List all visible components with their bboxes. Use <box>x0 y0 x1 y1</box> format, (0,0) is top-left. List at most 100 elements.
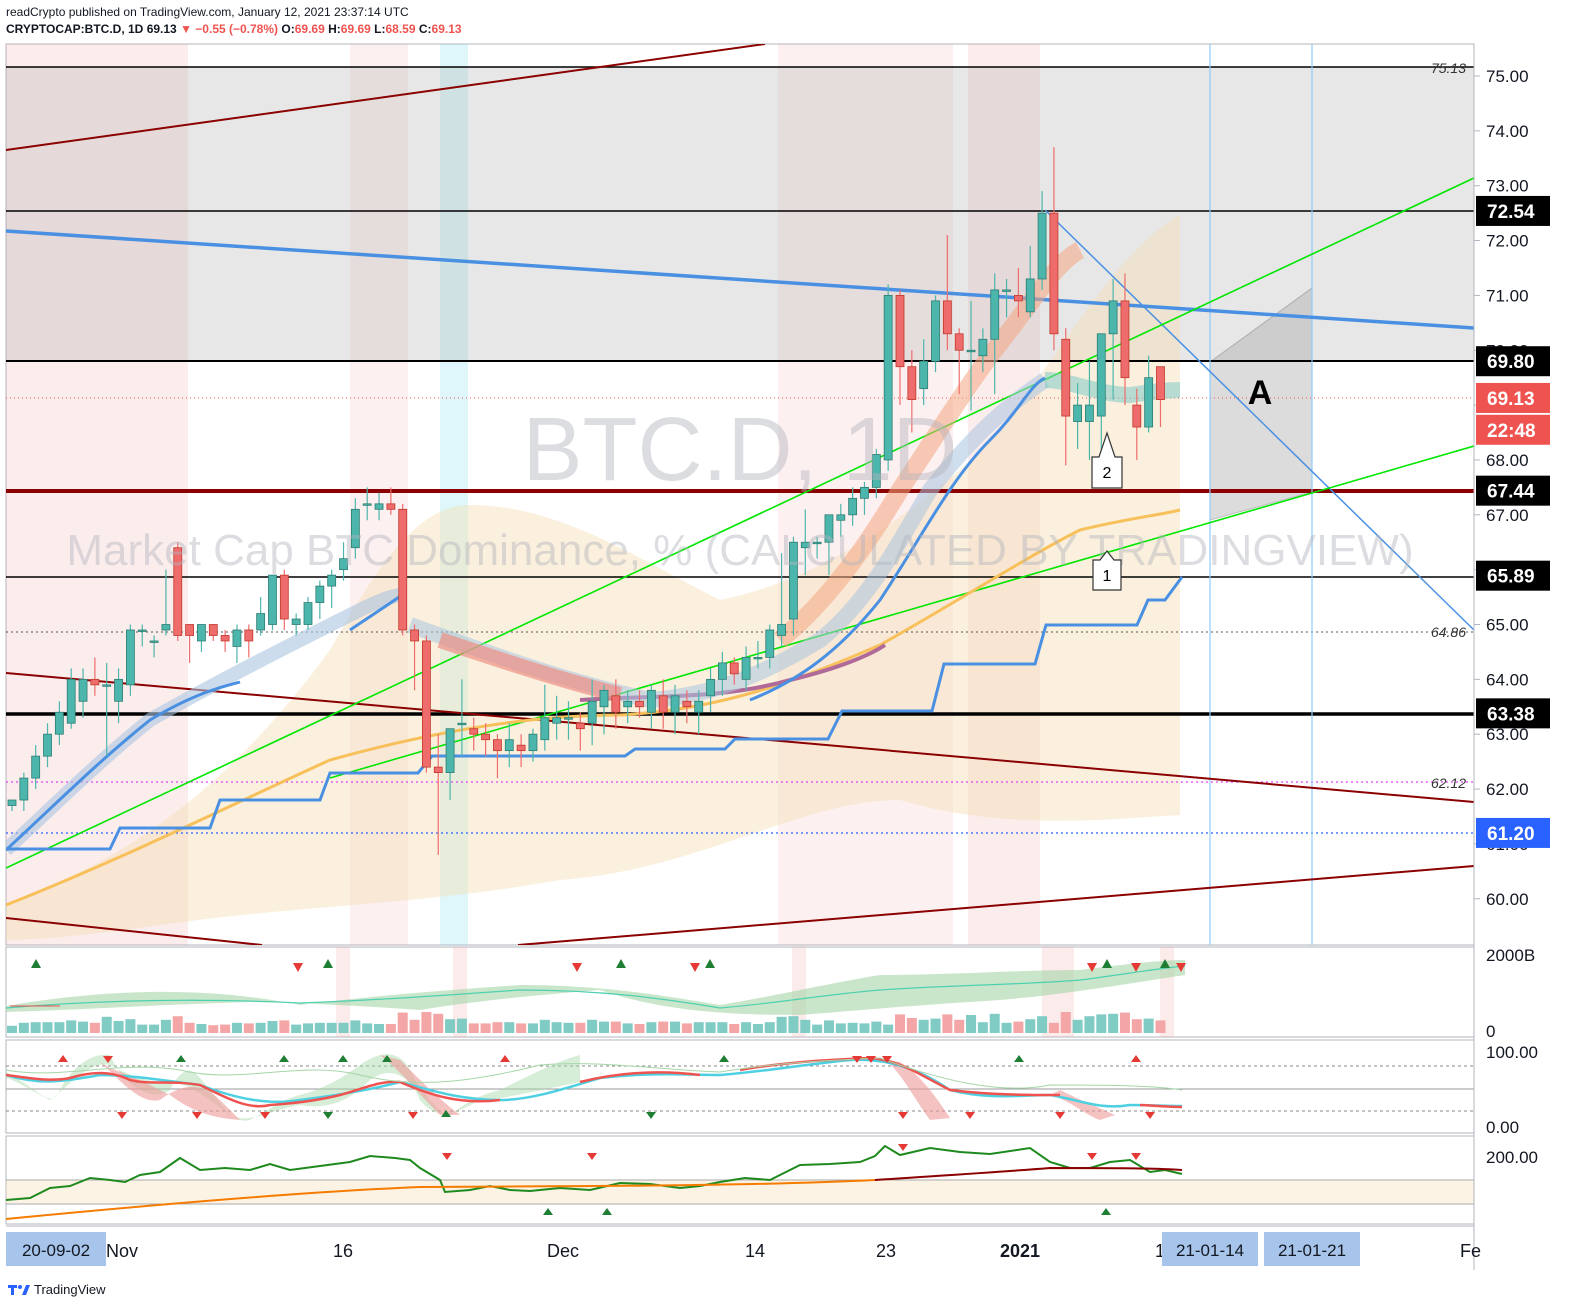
candle-body[interactable] <box>789 541 798 620</box>
candle-body[interactable] <box>493 739 502 752</box>
candle-body[interactable] <box>78 678 88 702</box>
candle-body[interactable] <box>907 366 917 401</box>
candle-body[interactable] <box>919 360 929 390</box>
candle-body[interactable] <box>1061 338 1071 417</box>
candle-body[interactable] <box>137 629 147 632</box>
candle-body[interactable] <box>19 777 29 801</box>
candle-body[interactable] <box>54 711 64 735</box>
candle-body[interactable] <box>729 662 739 675</box>
candle-body[interactable] <box>741 657 751 680</box>
candle-body[interactable] <box>1002 289 1011 292</box>
candle-body[interactable] <box>197 624 206 642</box>
candle-body[interactable] <box>279 574 289 620</box>
plot-area[interactable] <box>5 43 1475 946</box>
candle-body[interactable] <box>635 700 644 708</box>
candle-body[interactable] <box>942 300 952 335</box>
candle-body[interactable] <box>1120 300 1130 379</box>
tradingview-logo-icon[interactable] <box>8 1283 30 1297</box>
candle-body[interactable] <box>575 722 585 730</box>
candle-body[interactable] <box>800 541 810 549</box>
candle-body[interactable] <box>978 338 988 357</box>
candle-body[interactable] <box>149 640 159 643</box>
candle-body[interactable] <box>706 678 715 697</box>
candle-body[interactable] <box>303 602 313 625</box>
candle-body[interactable] <box>374 503 384 510</box>
candle-body[interactable] <box>516 744 526 752</box>
volume-panel[interactable]: 2000B 0 <box>5 946 1535 1041</box>
candle-body[interactable] <box>220 635 230 642</box>
candle-body[interactable] <box>718 662 727 680</box>
publisher-name[interactable]: readCrypto <box>6 5 66 19</box>
candle-body[interactable] <box>173 547 183 636</box>
candle-body[interactable] <box>66 678 76 724</box>
candle-body[interactable] <box>256 613 266 631</box>
candle-body[interactable] <box>1049 212 1059 335</box>
candle-body[interactable] <box>931 300 940 362</box>
candle-body[interactable] <box>1014 294 1023 302</box>
candle-body[interactable] <box>1156 366 1165 401</box>
candle-body[interactable] <box>232 629 242 647</box>
candle-body[interactable] <box>611 695 621 713</box>
candle-body[interactable] <box>824 514 834 543</box>
candle-body[interactable] <box>1073 404 1082 422</box>
candle-body[interactable] <box>753 657 763 660</box>
candle-body[interactable] <box>990 289 1000 340</box>
candle-body[interactable] <box>860 486 869 499</box>
candle-body[interactable] <box>315 585 325 603</box>
oscillator-panel[interactable]: 100.00 0.00 <box>5 1039 1538 1137</box>
candle-body[interactable] <box>433 766 443 773</box>
candle-body[interactable] <box>469 728 479 735</box>
candle-body[interactable] <box>386 503 396 510</box>
candle-body[interactable] <box>777 624 786 636</box>
candle-body[interactable] <box>1144 377 1154 428</box>
candle-body[interactable] <box>623 700 633 708</box>
candle-body[interactable] <box>670 695 680 713</box>
candle-body[interactable] <box>43 733 52 757</box>
candle-body[interactable] <box>836 514 846 521</box>
candle-body[interactable] <box>658 695 668 713</box>
candle-body[interactable] <box>540 717 550 741</box>
candle-body[interactable] <box>646 689 656 713</box>
candle-body[interactable] <box>457 722 467 726</box>
candle-body[interactable] <box>410 629 419 642</box>
candle-body[interactable] <box>1132 404 1142 428</box>
candle-body[interactable] <box>966 349 976 353</box>
candle-body[interactable] <box>291 618 301 625</box>
candle-body[interactable] <box>481 733 491 741</box>
candle-body[interactable] <box>7 799 17 806</box>
candle-body[interactable] <box>682 700 692 708</box>
candle-body[interactable] <box>114 678 123 702</box>
candle-body[interactable] <box>1085 404 1094 422</box>
candle-body[interactable] <box>268 574 277 625</box>
candle-body[interactable] <box>528 733 538 752</box>
candle-body[interactable] <box>362 503 372 506</box>
candle-body[interactable] <box>587 700 597 724</box>
candle-body[interactable] <box>765 629 775 658</box>
candle-body[interactable] <box>90 678 100 686</box>
candle-body[interactable] <box>883 294 893 461</box>
candle-body[interactable] <box>812 541 822 545</box>
candle-body[interactable] <box>564 717 573 720</box>
candle-body[interactable] <box>327 574 337 587</box>
candle-body[interactable] <box>1108 300 1118 335</box>
time-axis[interactable]: 20-09-02 Nov 16 Dec 14 23 2021 1 21-01-1… <box>6 1225 1481 1266</box>
candle-body[interactable] <box>1025 278 1035 313</box>
candle-body[interactable] <box>161 624 171 631</box>
candle-body[interactable] <box>185 624 195 636</box>
candle-body[interactable] <box>504 739 514 752</box>
footer-brand[interactable]: TradingView <box>34 1282 106 1297</box>
candle-body[interactable] <box>848 497 858 516</box>
candle-body[interactable] <box>244 629 254 642</box>
candle-body[interactable] <box>1096 333 1106 417</box>
candle-body[interactable] <box>31 755 41 779</box>
candle-body[interactable] <box>1037 212 1047 280</box>
candle-body[interactable] <box>102 684 112 687</box>
candle-body[interactable] <box>126 629 135 686</box>
candle-body[interactable] <box>350 508 360 549</box>
candle-body[interactable] <box>445 728 455 773</box>
candle-body[interactable] <box>398 508 408 631</box>
index-panel[interactable]: 200.00 <box>5 1135 1538 1225</box>
candle-body[interactable] <box>339 558 348 571</box>
candle-body[interactable] <box>552 717 562 724</box>
